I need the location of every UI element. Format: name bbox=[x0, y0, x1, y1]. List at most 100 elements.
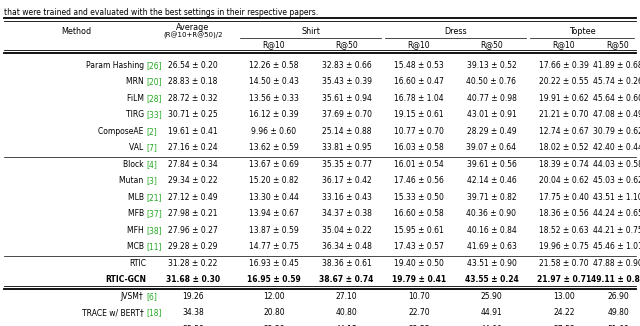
Text: 42.40 ± 0.44: 42.40 ± 0.44 bbox=[593, 143, 640, 152]
Text: 33.81 ± 0.95: 33.81 ± 0.95 bbox=[322, 143, 371, 152]
Text: 44.24 ± 0.65: 44.24 ± 0.65 bbox=[593, 209, 640, 218]
Text: MRN: MRN bbox=[126, 77, 146, 86]
Text: 16.78 ± 1.04: 16.78 ± 1.04 bbox=[394, 94, 444, 103]
Text: 43.01 ± 0.91: 43.01 ± 0.91 bbox=[467, 111, 516, 119]
Text: ComposeAE: ComposeAE bbox=[99, 127, 146, 136]
Text: 9.96 ± 0.60: 9.96 ± 0.60 bbox=[252, 127, 296, 136]
Text: 10.77 ± 0.70: 10.77 ± 0.70 bbox=[394, 127, 444, 136]
Text: 19.40 ± 0.50: 19.40 ± 0.50 bbox=[394, 259, 444, 268]
Text: 15.95 ± 0.61: 15.95 ± 0.61 bbox=[394, 226, 444, 235]
Text: R@50: R@50 bbox=[480, 40, 503, 50]
Text: 27.98 ± 0.21: 27.98 ± 0.21 bbox=[168, 209, 218, 218]
Text: 24.22: 24.22 bbox=[553, 308, 575, 318]
Text: R@10: R@10 bbox=[262, 40, 285, 50]
Text: 21.97 ± 0.71: 21.97 ± 0.71 bbox=[537, 275, 591, 284]
Text: Block: Block bbox=[123, 160, 146, 169]
Text: R@10: R@10 bbox=[553, 40, 575, 50]
Text: RTIC: RTIC bbox=[129, 259, 146, 268]
Text: MCB: MCB bbox=[127, 242, 146, 251]
Text: 36.17 ± 0.42: 36.17 ± 0.42 bbox=[322, 176, 371, 185]
Text: 34.37 ± 0.38: 34.37 ± 0.38 bbox=[321, 209, 371, 218]
Text: [11]: [11] bbox=[146, 242, 161, 251]
Text: 44.00: 44.00 bbox=[481, 325, 502, 326]
Text: 13.94 ± 0.67: 13.94 ± 0.67 bbox=[249, 209, 299, 218]
Text: 40.36 ± 0.90: 40.36 ± 0.90 bbox=[467, 209, 516, 218]
Text: 21.21 ± 0.70: 21.21 ± 0.70 bbox=[540, 111, 589, 119]
Text: 40.16 ± 0.84: 40.16 ± 0.84 bbox=[467, 226, 516, 235]
Text: 49.11 ± 0.87: 49.11 ± 0.87 bbox=[591, 275, 640, 284]
Text: 44.15: 44.15 bbox=[335, 325, 357, 326]
Text: [6]: [6] bbox=[146, 292, 157, 301]
Text: [33]: [33] bbox=[146, 111, 162, 119]
Text: 13.00: 13.00 bbox=[553, 292, 575, 301]
Text: 13.30 ± 0.44: 13.30 ± 0.44 bbox=[249, 193, 299, 202]
Text: [2]: [2] bbox=[146, 127, 157, 136]
Text: 20.22 ± 0.55: 20.22 ± 0.55 bbox=[539, 77, 589, 86]
Text: 13.56 ± 0.33: 13.56 ± 0.33 bbox=[249, 94, 299, 103]
Text: JVSM†: JVSM† bbox=[121, 292, 146, 301]
Text: 22.38: 22.38 bbox=[263, 325, 285, 326]
Text: 39.71 ± 0.82: 39.71 ± 0.82 bbox=[467, 193, 516, 202]
Text: 30.79 ± 0.62: 30.79 ± 0.62 bbox=[593, 127, 640, 136]
Text: Method: Method bbox=[61, 26, 91, 36]
Text: Dress: Dress bbox=[444, 26, 467, 36]
Text: 26.54 ± 0.20: 26.54 ± 0.20 bbox=[168, 61, 218, 70]
Text: 31.28 ± 0.22: 31.28 ± 0.22 bbox=[168, 259, 218, 268]
Text: 10.70: 10.70 bbox=[408, 292, 430, 301]
Text: FiLM: FiLM bbox=[127, 94, 146, 103]
Text: Shirt: Shirt bbox=[301, 26, 320, 36]
Text: 15.20 ± 0.82: 15.20 ± 0.82 bbox=[249, 176, 299, 185]
Text: TIRG: TIRG bbox=[125, 111, 146, 119]
Text: 22.70: 22.70 bbox=[408, 308, 430, 318]
Text: 22.53: 22.53 bbox=[408, 325, 430, 326]
Text: 27.96 ± 0.27: 27.96 ± 0.27 bbox=[168, 226, 218, 235]
Text: 17.43 ± 0.57: 17.43 ± 0.57 bbox=[394, 242, 444, 251]
Text: Mutan: Mutan bbox=[120, 176, 146, 185]
Text: R@50: R@50 bbox=[607, 40, 629, 50]
Text: 28.83 ± 0.18: 28.83 ± 0.18 bbox=[168, 77, 218, 86]
Text: 17.46 ± 0.56: 17.46 ± 0.56 bbox=[394, 176, 444, 185]
Text: 25.14 ± 0.88: 25.14 ± 0.88 bbox=[322, 127, 371, 136]
Text: [3]: [3] bbox=[146, 176, 157, 185]
Text: 27.53: 27.53 bbox=[553, 325, 575, 326]
Text: 37.69 ± 0.70: 37.69 ± 0.70 bbox=[321, 111, 371, 119]
Text: (R@10+R@50)/2: (R@10+R@50)/2 bbox=[163, 31, 223, 38]
Text: 12.74 ± 0.67: 12.74 ± 0.67 bbox=[539, 127, 589, 136]
Text: 45.74 ± 0.26: 45.74 ± 0.26 bbox=[593, 77, 640, 86]
Text: 33.16 ± 0.43: 33.16 ± 0.43 bbox=[321, 193, 371, 202]
Text: 49.80: 49.80 bbox=[607, 308, 629, 318]
Text: 41.89 ± 0.68: 41.89 ± 0.68 bbox=[593, 61, 640, 70]
Text: 25.90: 25.90 bbox=[481, 292, 502, 301]
Text: 15.33 ± 0.50: 15.33 ± 0.50 bbox=[394, 193, 444, 202]
Text: 35.38: 35.38 bbox=[182, 325, 204, 326]
Text: 35.61 ± 0.94: 35.61 ± 0.94 bbox=[321, 94, 371, 103]
Text: [4]: [4] bbox=[146, 160, 157, 169]
Text: 21.58 ± 0.70: 21.58 ± 0.70 bbox=[539, 259, 589, 268]
Text: MFH: MFH bbox=[127, 226, 146, 235]
Text: 19.96 ± 0.75: 19.96 ± 0.75 bbox=[539, 242, 589, 251]
Text: 16.60 ± 0.47: 16.60 ± 0.47 bbox=[394, 77, 444, 86]
Text: 40.80: 40.80 bbox=[335, 308, 357, 318]
Text: 19.26: 19.26 bbox=[182, 292, 204, 301]
Text: 16.60 ± 0.58: 16.60 ± 0.58 bbox=[394, 209, 444, 218]
Text: VAL w/ GloVE†: VAL w/ GloVE† bbox=[89, 325, 146, 326]
Text: 40.77 ± 0.98: 40.77 ± 0.98 bbox=[467, 94, 516, 103]
Text: 13.62 ± 0.59: 13.62 ± 0.59 bbox=[249, 143, 299, 152]
Text: 30.71 ± 0.25: 30.71 ± 0.25 bbox=[168, 111, 218, 119]
Text: 44.91: 44.91 bbox=[481, 308, 502, 318]
Text: 45.64 ± 0.60: 45.64 ± 0.60 bbox=[593, 94, 640, 103]
Text: 18.39 ± 0.74: 18.39 ± 0.74 bbox=[539, 160, 589, 169]
Text: 35.35 ± 0.77: 35.35 ± 0.77 bbox=[321, 160, 371, 169]
Text: 35.04 ± 0.22: 35.04 ± 0.22 bbox=[322, 226, 371, 235]
Text: 47.08 ± 0.49: 47.08 ± 0.49 bbox=[593, 111, 640, 119]
Text: [18]: [18] bbox=[146, 308, 161, 318]
Text: 19.91 ± 0.62: 19.91 ± 0.62 bbox=[539, 94, 589, 103]
Text: 43.51 ± 1.10: 43.51 ± 1.10 bbox=[593, 193, 640, 202]
Text: 19.61 ± 0.41: 19.61 ± 0.41 bbox=[168, 127, 218, 136]
Text: [26]: [26] bbox=[146, 61, 162, 70]
Text: 27.12 ± 0.49: 27.12 ± 0.49 bbox=[168, 193, 218, 202]
Text: 13.87 ± 0.59: 13.87 ± 0.59 bbox=[249, 226, 299, 235]
Text: 51.68: 51.68 bbox=[607, 325, 629, 326]
Text: Toptee: Toptee bbox=[569, 26, 595, 36]
Text: 38.36 ± 0.61: 38.36 ± 0.61 bbox=[322, 259, 371, 268]
